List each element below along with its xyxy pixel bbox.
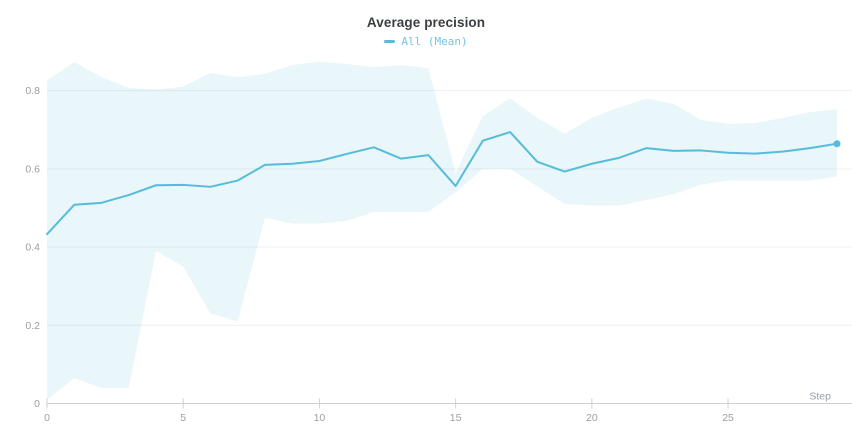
- mean-line-series: [46, 131, 839, 236]
- x-axis-title: Step: [809, 391, 831, 403]
- x-tick-label: 15: [450, 412, 462, 424]
- y-tick-label: 0.6: [25, 163, 40, 175]
- y-tick-label: 0.8: [25, 85, 40, 97]
- legend-line-swatch: [384, 40, 396, 43]
- x-tick-label: 0: [44, 412, 50, 424]
- minmax-band-area: [47, 61, 838, 400]
- x-tick-label: 10: [314, 412, 326, 424]
- x-tick-label: 5: [180, 412, 186, 424]
- y-tick-label: 0.4: [25, 242, 40, 254]
- y-tick-label: 0.2: [25, 320, 40, 332]
- x-tick-label: 20: [586, 412, 598, 424]
- x-tick-label: 25: [722, 412, 734, 424]
- chart-legend[interactable]: All (Mean): [0, 35, 852, 48]
- y-tick-label: 0: [34, 398, 40, 410]
- legend-label: All (Mean): [401, 35, 468, 48]
- last-point-marker: [833, 140, 841, 148]
